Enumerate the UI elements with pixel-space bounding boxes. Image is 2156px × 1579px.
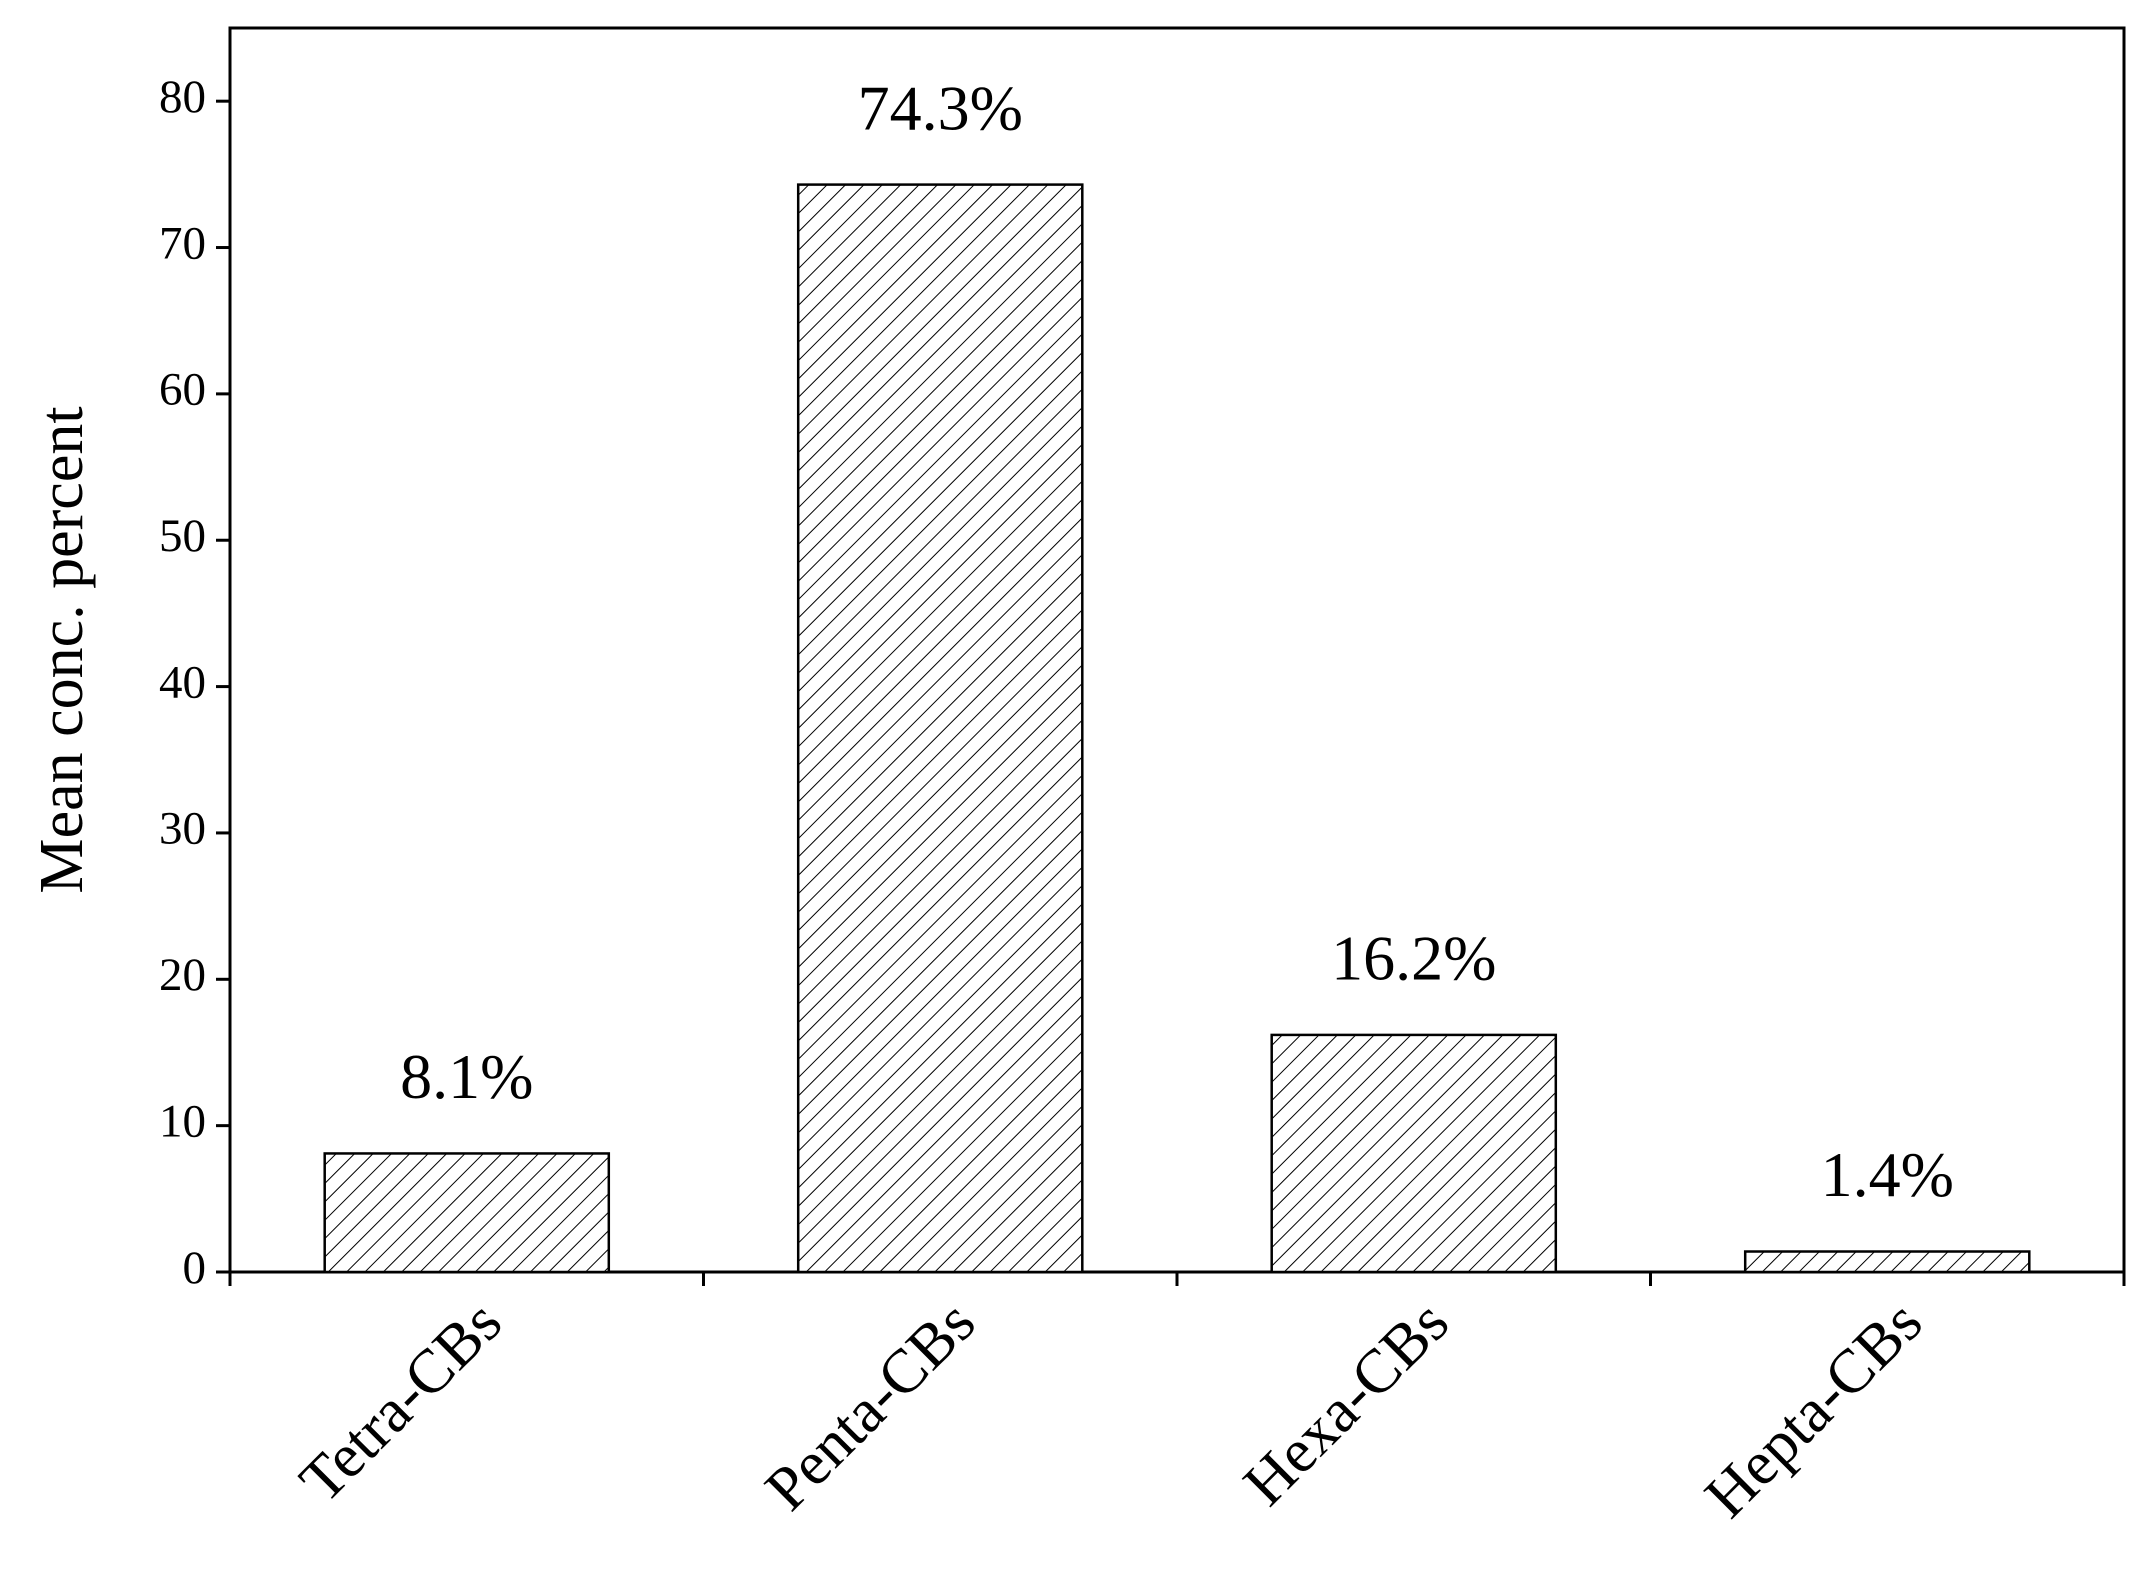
- x-tick-label: Hexa-CBs: [1231, 1288, 1462, 1519]
- y-tick-label: 20: [159, 949, 206, 1001]
- x-tick-label: Hepta-CBs: [1692, 1288, 1935, 1531]
- value-label: 8.1%: [400, 1041, 533, 1112]
- bar: [323, 1152, 611, 1274]
- bar: [1270, 1033, 1558, 1274]
- value-label: 1.4%: [1821, 1139, 1954, 1210]
- y-tick-label: 40: [159, 656, 206, 708]
- value-label: 74.3%: [858, 72, 1023, 143]
- y-axis-label: Mean conc. percent: [28, 406, 96, 893]
- y-tick-label: 80: [159, 71, 206, 123]
- x-tick-label: Tetra-CBs: [287, 1288, 515, 1516]
- y-tick-label: 70: [159, 217, 206, 269]
- value-label: 16.2%: [1331, 923, 1496, 994]
- y-tick-label: 50: [159, 510, 206, 562]
- bar: [1743, 1250, 2031, 1274]
- y-tick-label: 0: [183, 1242, 207, 1294]
- y-tick-label: 30: [159, 803, 206, 855]
- x-tick-label: Penta-CBs: [753, 1288, 989, 1524]
- y-tick-label: 10: [159, 1095, 206, 1147]
- y-tick-label: 60: [159, 364, 206, 416]
- bar: [796, 183, 1084, 1274]
